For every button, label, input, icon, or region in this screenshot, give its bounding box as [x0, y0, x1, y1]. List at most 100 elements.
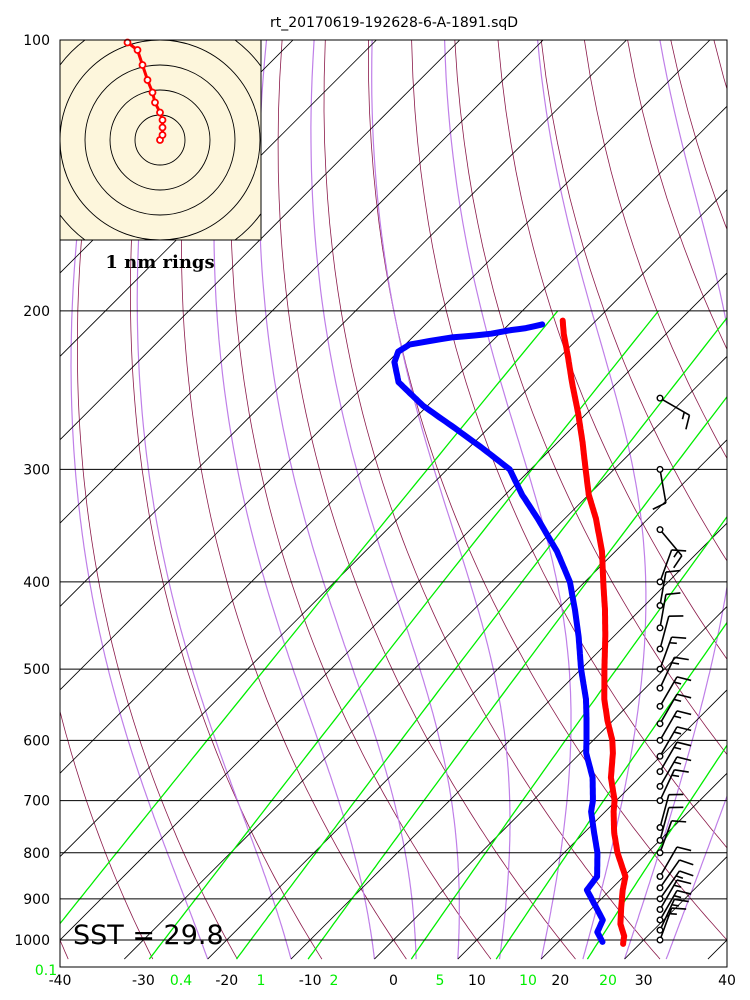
dewpoint-point	[588, 809, 594, 814]
wind-barb-half	[681, 411, 686, 420]
hodograph-rings	[60, 40, 261, 240]
wind-barb-full	[676, 756, 692, 762]
dewpoint-point	[584, 717, 589, 723]
hodograph-point	[158, 131, 167, 139]
temperature-point	[583, 467, 589, 472]
dewpoint-point	[395, 349, 401, 355]
hodograph-ring	[109, 89, 211, 191]
hodograph-point	[156, 108, 164, 117]
wind-barb	[656, 756, 692, 790]
dewpoint-point	[594, 929, 600, 935]
wind-barb-half	[675, 875, 684, 880]
pressure-tick-label: 900	[23, 892, 50, 908]
wind-barb-half	[673, 761, 682, 765]
wind-barb	[656, 394, 691, 430]
mixing-ratio-line	[410, 515, 727, 960]
mixing-ratio-line	[148, 310, 660, 960]
pressure-tick-labels: 100 200 300 400 500 600 700 800 900 1000	[14, 33, 50, 949]
pressure-tick-label: 100	[23, 33, 50, 49]
wind-barb	[656, 768, 689, 805]
isotherm	[207, 439, 727, 960]
pressure-tick-label: 400	[23, 575, 50, 591]
wind-barb	[656, 615, 684, 653]
isotherm	[60, 105, 727, 774]
wind-barb-full	[671, 549, 687, 552]
wind-barb	[656, 889, 692, 924]
wind-barb-station	[656, 824, 664, 832]
wind-barb	[656, 820, 687, 857]
mixing-ratio-tick-label: 5	[436, 973, 445, 989]
temperature-tick-label: 30	[635, 973, 653, 989]
dewpoint-point	[578, 666, 584, 672]
pressure-tick-label: 500	[23, 662, 50, 678]
wind-barb-station	[656, 926, 664, 934]
moist-adiabat	[665, 794, 727, 960]
dewpoint-point	[396, 379, 401, 385]
wind-barb-staff	[659, 846, 678, 877]
wind-barb-full	[671, 820, 687, 823]
wind-barb	[656, 636, 687, 673]
wind-barb-full	[676, 726, 692, 732]
wind-barb-staff	[659, 807, 670, 841]
wind-barb-full	[665, 592, 681, 596]
mixing-ratio-tick-label: 0.1	[35, 963, 57, 979]
temperature-point	[599, 548, 605, 554]
wind-barb-half	[673, 698, 682, 702]
wind-barb-full	[676, 879, 692, 885]
wind-barb-staff	[659, 794, 670, 828]
wind-barb	[656, 907, 687, 944]
dewpoint-point	[591, 830, 597, 836]
mixing-ratio-tick-label: 1	[257, 973, 266, 989]
wind-barb-full	[679, 859, 694, 866]
wind-barb-half	[673, 715, 682, 719]
wind-barb	[656, 879, 692, 914]
dewpoint-point	[481, 446, 487, 452]
dewpoint-point	[572, 607, 578, 613]
wind-barb-staff	[659, 820, 673, 854]
dewpoint-point	[600, 939, 605, 945]
dewpoint-point	[471, 333, 477, 338]
wind-barb-full	[673, 555, 683, 569]
temperature-point	[612, 798, 618, 803]
wind-barb-station	[656, 702, 664, 710]
dewpoint-point	[523, 325, 529, 331]
wind-barb-station	[656, 768, 664, 776]
temperature-point	[593, 515, 599, 521]
dry-adiabat	[540, 40, 727, 562]
temperature-tick-label: -40	[49, 973, 72, 989]
wind-barb-half	[673, 681, 682, 685]
temperature-point	[586, 492, 592, 498]
moist-adiabat	[537, 40, 647, 960]
wind-barb-station	[656, 797, 664, 805]
isotherm	[60, 40, 628, 608]
sst-label: SST = 29.8	[73, 920, 224, 951]
dewpoint-point	[488, 331, 494, 337]
wind-barb-station	[656, 624, 664, 632]
temperature-point	[602, 634, 608, 639]
hodograph-point	[143, 76, 152, 84]
wind-barb-station	[656, 836, 664, 844]
wind-barb-half	[673, 884, 682, 888]
hodograph-ring	[60, 40, 261, 240]
dewpoint-point	[507, 467, 513, 472]
dewpoint-point	[519, 492, 525, 498]
wind-barb-staff	[659, 594, 667, 629]
dewpoint-point	[584, 887, 590, 893]
isotherm	[540, 772, 727, 960]
wind-barb-station	[656, 936, 664, 944]
wind-barb-full	[679, 870, 694, 877]
wind-barb-station	[656, 684, 664, 692]
wind-barb-station	[656, 849, 664, 857]
dewpoint-point	[449, 334, 455, 340]
wind-barb-station	[656, 884, 664, 892]
temperature-tick-label: -10	[299, 973, 322, 989]
mixing-ratio-tick-label: 10	[519, 973, 537, 989]
temperature-point	[610, 750, 616, 756]
temperature-point	[617, 921, 623, 927]
temperature-tick-label: 10	[468, 973, 486, 989]
dewpoint-point	[554, 548, 560, 554]
wind-barb-station	[656, 394, 664, 402]
wind-barb-station	[656, 645, 664, 653]
temperature-point	[623, 874, 628, 879]
